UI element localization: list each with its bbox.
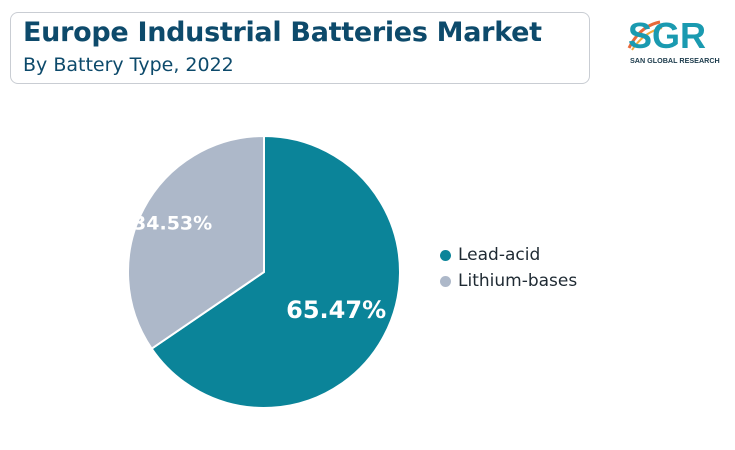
- legend-item-lithium-bases: Lithium-bases: [440, 268, 577, 294]
- chart-legend: Lead-acid Lithium-bases: [440, 242, 577, 294]
- pie-slice-lead-acid: [150, 134, 401, 409]
- legend-item-lead-acid: Lead-acid: [440, 242, 577, 268]
- chart-title: Europe Industrial Batteries Market: [23, 17, 542, 48]
- chart-subtitle: By Battery Type, 2022: [23, 54, 234, 76]
- pie-slice-lithium-bases: [127, 134, 265, 351]
- legend-label: Lithium-bases: [458, 271, 578, 291]
- logo-swoosh-icon: [627, 20, 663, 51]
- legend-swatch: [440, 275, 451, 287]
- logo-tagline: SAN GLOBAL RESEARCH: [630, 56, 720, 65]
- logo-text: SGR: [628, 15, 706, 56]
- legend-label: Lead-acid: [458, 245, 541, 265]
- sgr-logo: SGR SAN GLOBAL RESEARCH: [627, 15, 720, 65]
- legend-swatch: [440, 249, 451, 261]
- slice-label-lead-acid: 65.47%: [286, 296, 386, 324]
- title-box: Europe Industrial Batteries Market By Ba…: [10, 12, 590, 84]
- slice-label-lithium-bases: 34.53%: [133, 213, 212, 235]
